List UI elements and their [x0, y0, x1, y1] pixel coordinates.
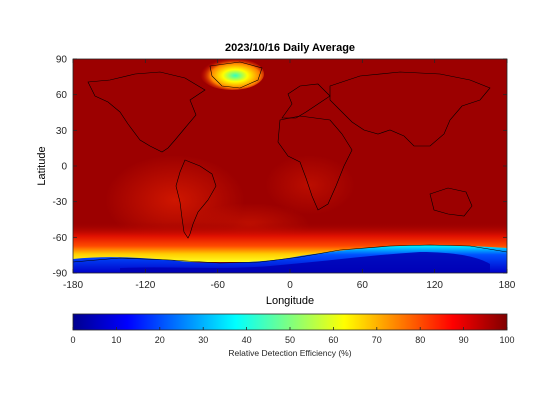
x-tick-label: 60	[357, 280, 369, 291]
coastline-australia	[429, 187, 473, 217]
y-tick-label: -30	[53, 197, 68, 208]
coastlines	[73, 61, 507, 264]
colorbar-ticks: 0 10 20 30 40 50 60 70 80 90 100	[70, 327, 515, 345]
colorbar-tick-label: 90	[459, 335, 469, 345]
colorbar-tick-label: 60	[328, 335, 338, 345]
warm-patch-africa	[265, 155, 355, 215]
y-axis-label: Latitude	[36, 146, 48, 185]
colorbar-label: Relative Detection Efficiency (%)	[228, 348, 351, 358]
colorbar-tick-label: 10	[111, 335, 121, 345]
y-tick-label: 0	[61, 162, 67, 173]
x-tick-label: -180	[63, 280, 83, 291]
greenland-region	[200, 59, 264, 90]
y-tick-label: 30	[56, 126, 68, 137]
x-tick-label: 180	[499, 280, 516, 291]
antarctica-interior	[120, 252, 490, 273]
colorbar-tick-label: 40	[242, 335, 252, 345]
colorbar-tick-label: 30	[198, 335, 208, 345]
coastline-greenland	[209, 61, 263, 89]
x-tick-label: 0	[287, 280, 293, 291]
colorbar-tick-label: 20	[155, 335, 165, 345]
x-axis-label: Longitude	[266, 295, 314, 307]
colorbar-tick-label: 70	[372, 335, 382, 345]
map-heatmap	[73, 59, 507, 273]
coastline-asia	[329, 71, 491, 147]
coastline-europe	[281, 83, 331, 119]
colorbar-tick-label: 80	[415, 335, 425, 345]
x-tick-label: 120	[426, 280, 443, 291]
chart-title: 2023/10/16 Daily Average	[225, 42, 355, 54]
x-tick-label: -120	[135, 280, 155, 291]
x-axis: -180 -120 -60 0 60 120 180	[63, 59, 516, 291]
colorbar-tick-label: 50	[285, 335, 295, 345]
y-tick-label: 60	[56, 90, 68, 101]
colorbar-tick-label: 0	[70, 335, 75, 345]
y-axis: 90 60 30 0 -30 -60 -90	[53, 55, 507, 280]
x-tick-label: -60	[210, 280, 225, 291]
coastline-north-america	[87, 71, 206, 153]
colorbar-tick-label: 100	[499, 335, 514, 345]
coastline-south-america	[175, 159, 217, 239]
y-tick-label: -60	[53, 233, 68, 244]
y-tick-label: -90	[53, 269, 68, 280]
coastline-antarctica	[73, 244, 507, 264]
coastline-africa	[277, 115, 353, 211]
y-tick-label: 90	[56, 55, 68, 66]
